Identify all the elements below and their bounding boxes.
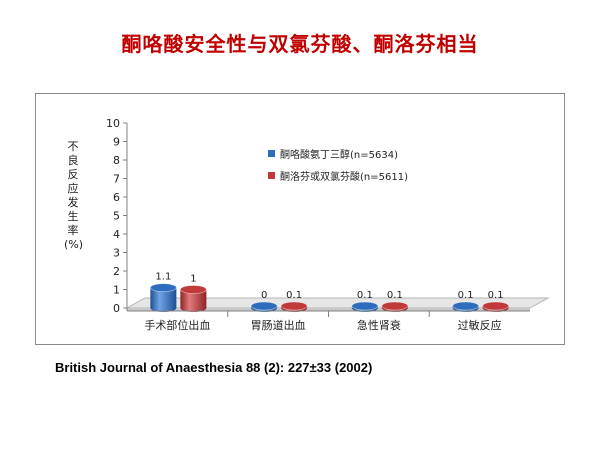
bar-series2-1-bottom [180, 304, 207, 312]
y-tick-label: 10 [106, 117, 120, 130]
chart-legend: 酮咯酸氨丁三醇(n=5634) 酮洛芬或双氯芬酸(n=5611) [268, 142, 408, 186]
legend-swatch-series-2 [268, 171, 275, 179]
y-tick-label: 0 [113, 302, 120, 315]
legend-label-series-2: 酮洛芬或双氯芬酸(n=5611) [280, 171, 408, 183]
legend-swatch-series-1 [268, 149, 275, 157]
chart-floor-edge [127, 308, 530, 311]
y-tick-label: 6 [113, 191, 120, 204]
y-tick-label: 1 [113, 284, 120, 297]
y-tick-label: 7 [113, 173, 120, 186]
x-tick-label-2: 胃肠道出血 [251, 318, 306, 332]
data-label-series2-2: 0.1 [286, 290, 302, 301]
bar-series1-1 [150, 287, 177, 308]
x-tick-label-1: 手术部位出血 [144, 318, 210, 332]
data-label-series1-1: 1.1 [155, 272, 171, 283]
x-tick-label-4: 过敏反应 [458, 318, 502, 332]
bar-series1-1-bottom [150, 304, 177, 312]
bar-series1-4-top [452, 301, 480, 311]
citation: British Journal of Anaesthesia 88 (2): 2… [55, 360, 373, 375]
data-label-series2-4: 0.1 [488, 290, 504, 301]
slide-title: 酮咯酸安全性与双氯芬酸、酮洛芬相当 [121, 32, 479, 56]
bar-series2-4-top [482, 301, 510, 311]
bar-series2-2-top [280, 301, 308, 311]
y-tick-label: 9 [113, 136, 120, 149]
bar-series1-3-top [351, 301, 379, 311]
data-label-series1-2: 0 [261, 290, 267, 301]
bar-series1-1-top [149, 283, 177, 293]
y-tick-label: 8 [113, 154, 120, 167]
x-tick-label-3: 急性肾衰 [357, 318, 401, 332]
data-label-series1-3: 0.1 [357, 290, 373, 301]
bar-series2-3-top [381, 301, 409, 311]
bar-series1-2-top [250, 301, 278, 311]
legend-item-series-1: 酮咯酸氨丁三醇(n=5634) [268, 142, 408, 164]
y-axis-title: 不良反应发生率 (%) [64, 140, 84, 251]
y-tick-label: 4 [113, 228, 120, 241]
legend-item-series-2: 酮洛芬或双氯芬酸(n=5611) [268, 164, 408, 186]
legend-label-series-1: 酮咯酸氨丁三醇(n=5634) [280, 149, 398, 161]
data-label-series1-4: 0.1 [458, 290, 474, 301]
y-tick-label: 2 [113, 265, 120, 278]
data-label-series2-1: 1 [190, 274, 196, 285]
bar-series2-1 [180, 289, 207, 308]
data-label-series2-3: 0.1 [387, 290, 403, 301]
y-tick-label: 5 [113, 210, 120, 223]
y-tick-label: 3 [113, 247, 120, 260]
bar-series2-1-top [179, 285, 207, 294]
